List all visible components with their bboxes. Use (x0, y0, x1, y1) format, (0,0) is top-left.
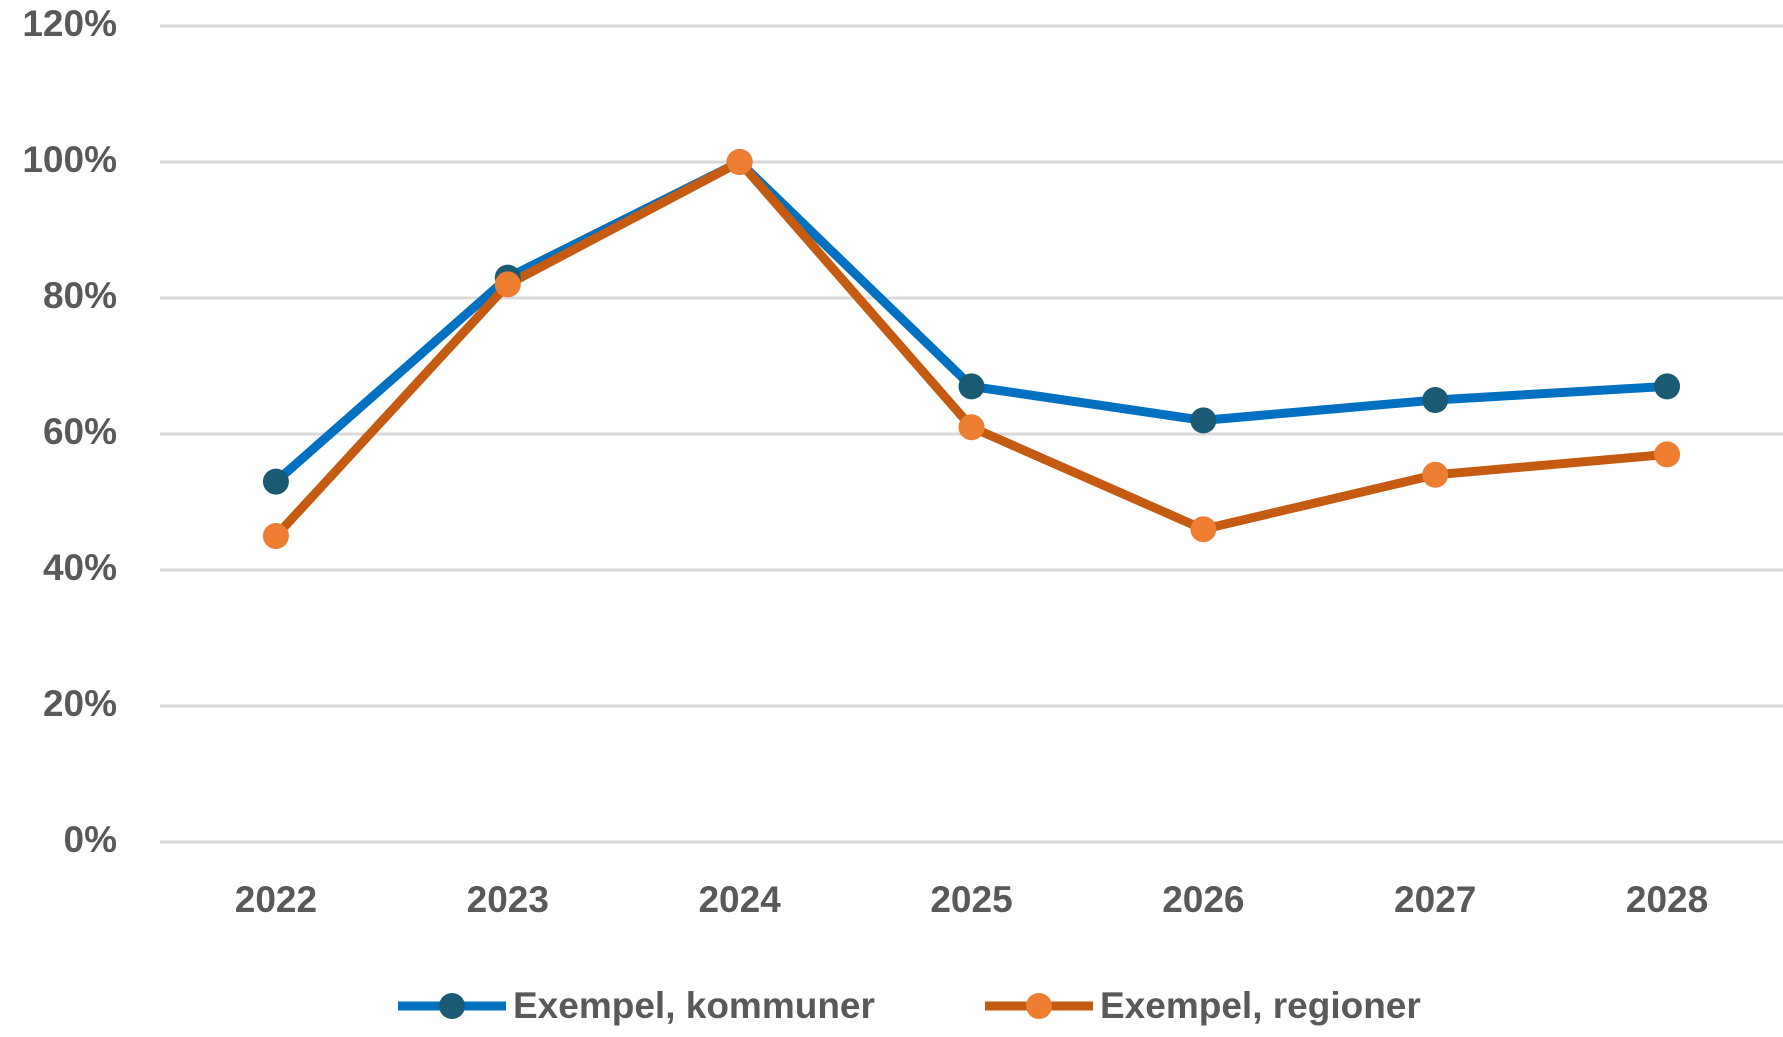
legend-marker (439, 993, 465, 1019)
y-tick-label: 80% (43, 275, 117, 316)
x-tick-label: 2026 (1162, 879, 1244, 920)
data-point (958, 414, 985, 441)
data-point (1654, 373, 1681, 400)
y-tick-label: 40% (43, 547, 117, 588)
data-point (1422, 461, 1449, 488)
data-point (1654, 441, 1681, 468)
y-tick-label: 100% (22, 139, 117, 180)
y-tick-label: 120% (22, 3, 117, 44)
data-point (494, 271, 521, 298)
x-tick-label: 2024 (698, 879, 781, 920)
data-point (262, 523, 289, 549)
y-tick-label: 20% (43, 683, 117, 724)
y-tick-label: 60% (43, 411, 117, 452)
x-tick-label: 2027 (1394, 879, 1476, 920)
data-point (1190, 407, 1217, 434)
x-tick-label: 2025 (930, 879, 1012, 920)
legend-marker (1026, 993, 1052, 1019)
x-tick-label: 2022 (235, 879, 317, 920)
data-point (262, 468, 289, 495)
legend-label: Exempel, regioner (1100, 985, 1421, 1026)
x-tick-label: 2023 (467, 879, 549, 920)
data-point (958, 373, 985, 400)
legend-label: Exempel, kommuner (513, 985, 875, 1026)
y-tick-label: 0% (64, 819, 117, 860)
series-line (272, 157, 1668, 540)
data-point (726, 149, 753, 175)
data-point (1190, 516, 1217, 543)
x-tick-label: 2028 (1626, 879, 1708, 920)
data-point (1422, 387, 1449, 413)
